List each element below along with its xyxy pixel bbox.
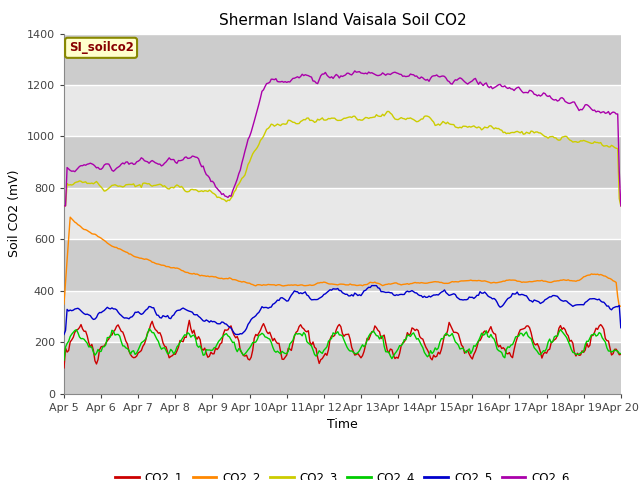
Bar [64, 34, 621, 85]
Bar [64, 291, 621, 342]
Bar [64, 136, 621, 188]
X-axis label: Time: Time [327, 418, 358, 431]
Bar [64, 188, 621, 240]
Legend: CO2_1, CO2_2, CO2_3, CO2_4, CO2_5, CO2_6: CO2_1, CO2_2, CO2_3, CO2_4, CO2_5, CO2_6 [111, 466, 574, 480]
Text: SI_soilco2: SI_soilco2 [68, 41, 134, 54]
Bar [64, 240, 621, 291]
Bar [64, 342, 621, 394]
Bar [64, 85, 621, 136]
Title: Sherman Island Vaisala Soil CO2: Sherman Island Vaisala Soil CO2 [219, 13, 466, 28]
Y-axis label: Soil CO2 (mV): Soil CO2 (mV) [8, 170, 21, 257]
